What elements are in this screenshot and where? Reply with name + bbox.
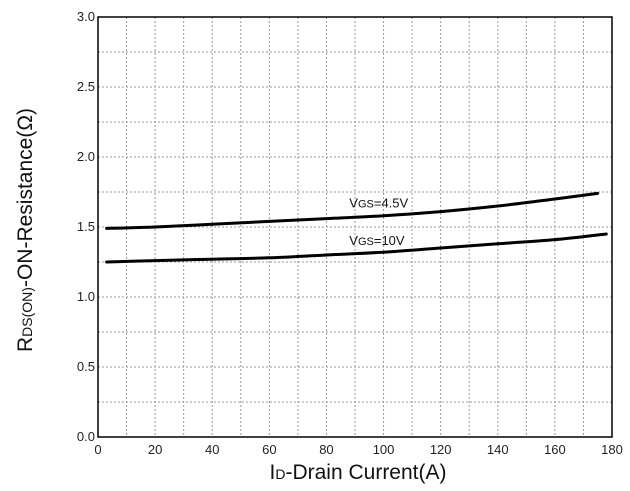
series-layer — [105, 191, 608, 264]
grid — [98, 17, 612, 437]
series-labels: VGS=4.5V VGS=10V — [349, 195, 408, 248]
x-tick-label: 20 — [148, 442, 162, 457]
plot-frame — [97, 16, 613, 438]
y-tick-label: 0.0 — [77, 429, 95, 444]
y-tick-label: 2.5 — [77, 79, 95, 94]
x-tick-label: 0 — [94, 442, 101, 457]
x-tick-label: 160 — [544, 442, 566, 457]
x-tick-label: 180 — [601, 442, 623, 457]
y-tick-labels: 0.0 0.5 1.0 1.5 2.0 2.5 3.0 — [77, 9, 95, 444]
series-label-vgs-4-5v: VGS=4.5V — [349, 195, 408, 210]
x-tick-labels: 0 20 40 60 80 100 120 140 160 180 — [94, 442, 622, 457]
series-label-vgs-10v: VGS=10V — [349, 233, 405, 248]
x-tick-label: 40 — [205, 442, 219, 457]
y-tick-label: 0.5 — [77, 359, 95, 374]
x-tick-label: 80 — [319, 442, 333, 457]
y-tick-label: 2.0 — [77, 149, 95, 164]
x-tick-label: 140 — [487, 442, 509, 457]
y-tick-label: 1.0 — [77, 289, 95, 304]
y-tick-label: 3.0 — [77, 9, 95, 24]
y-axis-title: RDS(ON)-ON-Resistance(Ω) — [14, 108, 37, 352]
x-tick-label: 60 — [262, 442, 276, 457]
x-axis-title: ID-Drain Current(A) — [270, 461, 447, 484]
series-line-vgs-10v — [105, 232, 608, 264]
x-tick-label: 120 — [430, 442, 452, 457]
y-tick-label: 1.5 — [77, 219, 95, 234]
x-tick-label: 100 — [373, 442, 395, 457]
series-line-vgs-4-5v — [105, 191, 600, 230]
